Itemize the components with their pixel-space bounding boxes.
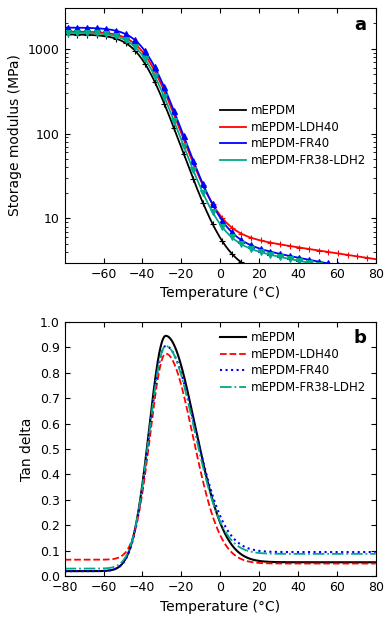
mEPDM-FR38-LDH2 <box>305 259 310 266</box>
Y-axis label: Tan delta: Tan delta <box>20 417 34 481</box>
mEPDM-FR38-LDH2 <box>94 565 99 572</box>
mEPDM-FR40 <box>311 549 316 556</box>
mEPDM-FR40 <box>305 256 310 263</box>
X-axis label: Temperature (°C): Temperature (°C) <box>160 600 280 614</box>
mEPDM-FR38-LDH2 <box>163 342 168 350</box>
mEPDM-LDH40 <box>276 240 281 248</box>
mEPDM-LDH40 <box>311 560 316 567</box>
mEPDM-FR40 <box>94 24 99 32</box>
mEPDM <box>310 283 315 290</box>
Legend: mEPDM, mEPDM-LDH40, mEPDM-FR40, mEPDM-FR38-LDH2: mEPDM, mEPDM-LDH40, mEPDM-FR40, mEPDM-FR… <box>217 328 370 397</box>
mEPDM <box>276 274 281 282</box>
Line: mEPDM-FR38-LDH2: mEPDM-FR38-LDH2 <box>65 33 376 276</box>
mEPDM-LDH40 <box>199 179 204 186</box>
mEPDM-FR40 <box>310 257 315 264</box>
mEPDM-FR38-LDH2 <box>311 550 316 557</box>
mEPDM-FR40 <box>94 567 99 575</box>
mEPDM-LDH40 <box>305 560 310 567</box>
mEPDM-FR40 <box>200 453 204 460</box>
Line: mEPDM-FR38-LDH2: mEPDM-FR38-LDH2 <box>65 346 376 569</box>
mEPDM <box>62 30 67 38</box>
mEPDM-LDH40 <box>188 152 193 160</box>
Y-axis label: Storage modulus (MPa): Storage modulus (MPa) <box>8 55 22 216</box>
mEPDM-FR40 <box>373 549 378 556</box>
mEPDM-LDH40 <box>276 560 281 567</box>
mEPDM-LDH40 <box>200 473 204 481</box>
mEPDM <box>305 559 310 566</box>
X-axis label: Temperature (°C): Temperature (°C) <box>160 286 280 300</box>
mEPDM-FR40 <box>189 406 193 413</box>
Line: mEPDM-LDH40: mEPDM-LDH40 <box>65 354 376 564</box>
mEPDM-LDH40 <box>373 560 378 567</box>
mEPDM-FR40 <box>163 342 168 350</box>
mEPDM-LDH40 <box>373 256 378 263</box>
mEPDM-LDH40 <box>163 350 168 358</box>
mEPDM-FR38-LDH2 <box>188 159 193 167</box>
mEPDM-FR40 <box>305 549 310 556</box>
mEPDM <box>276 559 281 566</box>
Line: mEPDM-LDH40: mEPDM-LDH40 <box>65 32 376 259</box>
mEPDM-LDH40 <box>62 28 67 35</box>
Text: b: b <box>354 330 367 348</box>
mEPDM-FR40 <box>62 567 67 575</box>
mEPDM-LDH40 <box>305 245 310 253</box>
mEPDM-LDH40 <box>62 556 67 564</box>
mEPDM-LDH40 <box>94 29 99 36</box>
mEPDM-FR40 <box>373 269 378 276</box>
mEPDM <box>163 332 168 340</box>
mEPDM <box>94 32 99 39</box>
mEPDM-FR38-LDH2 <box>276 550 281 557</box>
mEPDM-LDH40 <box>94 556 99 564</box>
Line: mEPDM-FR40: mEPDM-FR40 <box>65 27 376 272</box>
mEPDM-FR40 <box>188 150 193 157</box>
mEPDM-FR38-LDH2 <box>94 30 99 37</box>
mEPDM-FR38-LDH2 <box>305 550 310 557</box>
mEPDM-FR38-LDH2 <box>62 565 67 572</box>
mEPDM <box>200 454 204 462</box>
mEPDM-FR38-LDH2 <box>373 550 378 557</box>
mEPDM-FR38-LDH2 <box>199 186 204 193</box>
mEPDM-FR40 <box>276 250 281 258</box>
mEPDM-FR40 <box>276 548 281 555</box>
mEPDM <box>199 196 204 203</box>
Line: mEPDM: mEPDM <box>65 34 376 301</box>
mEPDM-FR38-LDH2 <box>373 272 378 279</box>
mEPDM-LDH40 <box>189 422 193 430</box>
Line: mEPDM-FR40: mEPDM-FR40 <box>65 346 376 571</box>
mEPDM <box>62 567 67 575</box>
mEPDM-FR38-LDH2 <box>189 410 193 417</box>
mEPDM <box>311 559 316 566</box>
mEPDM-FR38-LDH2 <box>62 29 67 37</box>
mEPDM <box>189 402 193 409</box>
Legend: mEPDM, mEPDM-LDH40, mEPDM-FR40, mEPDM-FR38-LDH2: mEPDM, mEPDM-LDH40, mEPDM-FR40, mEPDM-FR… <box>217 101 370 170</box>
mEPDM-FR40 <box>62 24 67 31</box>
mEPDM <box>94 567 99 575</box>
mEPDM-LDH40 <box>310 246 315 253</box>
mEPDM <box>373 559 378 566</box>
mEPDM-FR38-LDH2 <box>310 260 315 267</box>
mEPDM-FR40 <box>199 177 204 185</box>
mEPDM-FR38-LDH2 <box>276 253 281 260</box>
mEPDM <box>188 168 193 175</box>
mEPDM <box>373 297 378 305</box>
mEPDM <box>305 282 310 289</box>
Text: a: a <box>354 16 367 34</box>
Line: mEPDM: mEPDM <box>65 336 376 571</box>
mEPDM-FR38-LDH2 <box>200 459 204 466</box>
